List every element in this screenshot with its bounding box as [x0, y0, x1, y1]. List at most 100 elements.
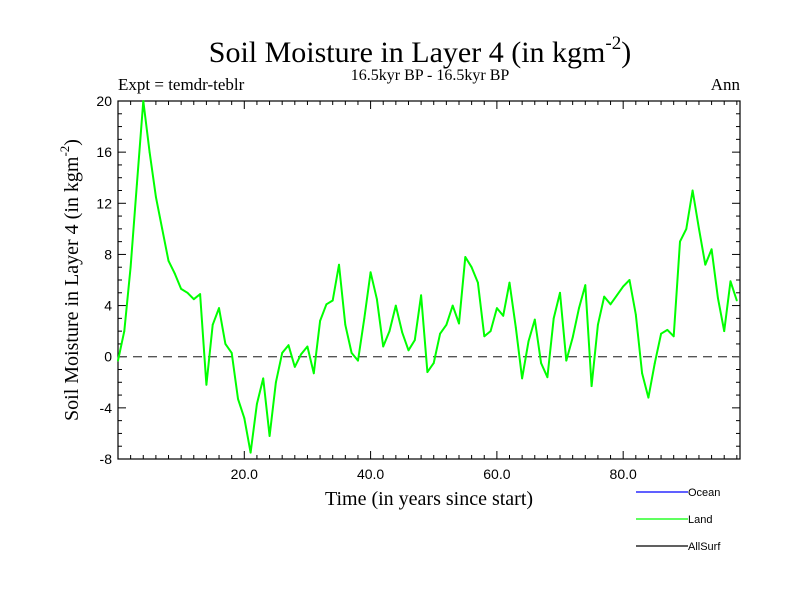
- land-data-point: [597, 323, 599, 326]
- land-data-point: [540, 362, 542, 364]
- y-tick-label: 8: [104, 246, 112, 262]
- land-data-point: [129, 266, 132, 269]
- land-data-point: [344, 323, 347, 326]
- land-data-point: [533, 318, 536, 321]
- land-data-points: [117, 100, 738, 454]
- land-data-point: [161, 228, 164, 230]
- land-data-point: [685, 228, 688, 230]
- land-data-point: [603, 295, 606, 298]
- land-data-point: [357, 359, 359, 362]
- land-data-point: [458, 322, 460, 325]
- land-data-point: [439, 332, 441, 335]
- land-data-point: [256, 403, 258, 405]
- land-data-point: [445, 323, 448, 326]
- land-data-point: [243, 417, 246, 419]
- land-data-point: [666, 329, 669, 331]
- land-data-point: [691, 189, 694, 192]
- plot-frame: [117, 100, 741, 460]
- land-data-point: [546, 376, 549, 379]
- land-data-point: [148, 151, 151, 154]
- land-data-point: [502, 314, 505, 317]
- land-data-point: [616, 294, 618, 297]
- land-data-point: [710, 248, 713, 251]
- land-data-point: [660, 332, 662, 335]
- land-data-point: [306, 345, 309, 348]
- y-tick-label: 16: [96, 144, 112, 160]
- land-data-point: [477, 281, 479, 284]
- land-data-point: [571, 336, 574, 339]
- land-data-point: [199, 293, 202, 295]
- land-data-point: [262, 377, 265, 380]
- x-axis-label: Time (in years since start): [325, 488, 533, 510]
- land-data-point: [514, 326, 517, 329]
- land-data-point: [641, 372, 643, 375]
- x-tick-label: 80.0: [610, 466, 637, 482]
- land-data-point: [369, 271, 372, 274]
- land-data-point: [527, 340, 530, 343]
- experiment-label: Expt = temdr-teblr: [118, 75, 245, 94]
- land-data-point: [420, 294, 422, 297]
- land-data-point: [123, 330, 126, 332]
- land-data-point: [186, 291, 189, 294]
- land-data-point: [388, 330, 391, 332]
- y-tick-label: 20: [96, 93, 112, 109]
- land-data-point: [173, 272, 176, 275]
- land-data-point: [413, 339, 416, 341]
- land-data-point: [628, 279, 631, 281]
- land-data-point: [407, 349, 410, 352]
- land-data-point: [552, 317, 555, 320]
- land-data-point: [735, 299, 738, 302]
- plot-area: -8 -4 0 4 8 12 16 20 20.0 40.0 60.0 80.0: [96, 93, 741, 482]
- land-data-point: [338, 263, 340, 266]
- land-data-point: [672, 335, 675, 338]
- land-data-point: [224, 343, 227, 345]
- land-data-point: [376, 298, 378, 301]
- land-data-point: [300, 353, 302, 356]
- land-data-point: [609, 303, 612, 306]
- land-data-point: [249, 451, 252, 454]
- land-data-point: [287, 344, 290, 347]
- y-tick-label: 12: [96, 195, 112, 211]
- land-data-point: [698, 228, 700, 230]
- land-data-point: [679, 240, 681, 243]
- land-data-point: [622, 285, 625, 288]
- land-data-point: [268, 435, 271, 437]
- land-data-point: [451, 304, 454, 307]
- land-data-point: [508, 281, 511, 284]
- land-data-point: [117, 359, 119, 362]
- land-data-point: [559, 291, 561, 294]
- land-data-point: [319, 320, 321, 322]
- land-data-point: [464, 256, 467, 258]
- legend-label-allsurf: AllSurf: [688, 541, 721, 553]
- legend-label-land: Land: [688, 514, 712, 526]
- land-data-point: [218, 307, 220, 309]
- land-data-point: [275, 381, 277, 384]
- land-data-point: [350, 352, 353, 354]
- land-data-point: [521, 377, 523, 380]
- season-label: Ann: [711, 75, 741, 94]
- x-tick-label: 60.0: [483, 466, 510, 482]
- land-data-point: [653, 362, 656, 364]
- land-data-point: [565, 359, 568, 362]
- land-data-point: [312, 372, 315, 375]
- land-data-point: [723, 330, 726, 332]
- land-data-point: [192, 298, 195, 301]
- land-data-point: [489, 330, 492, 332]
- legend-label-ocean: Ocean: [688, 487, 720, 499]
- land-data-point: [717, 297, 719, 299]
- legend: Ocean Land AllSurf: [636, 487, 721, 553]
- land-data-point: [483, 335, 486, 338]
- land-data-point: [590, 385, 593, 387]
- land-data-point: [382, 345, 385, 348]
- land-data-point: [331, 299, 334, 302]
- land-data-point: [401, 331, 404, 334]
- land-data-point: [729, 280, 732, 283]
- land-data-point: [363, 317, 366, 320]
- land-data-point: [578, 307, 580, 309]
- land-data-point: [293, 366, 296, 368]
- x-tick-label: 20.0: [231, 466, 258, 482]
- land-data-point: [230, 352, 233, 354]
- land-data-point: [167, 259, 170, 262]
- axis-ticks: -8 -4 0 4 8 12 16 20 20.0 40.0 60.0 80.0: [96, 93, 740, 482]
